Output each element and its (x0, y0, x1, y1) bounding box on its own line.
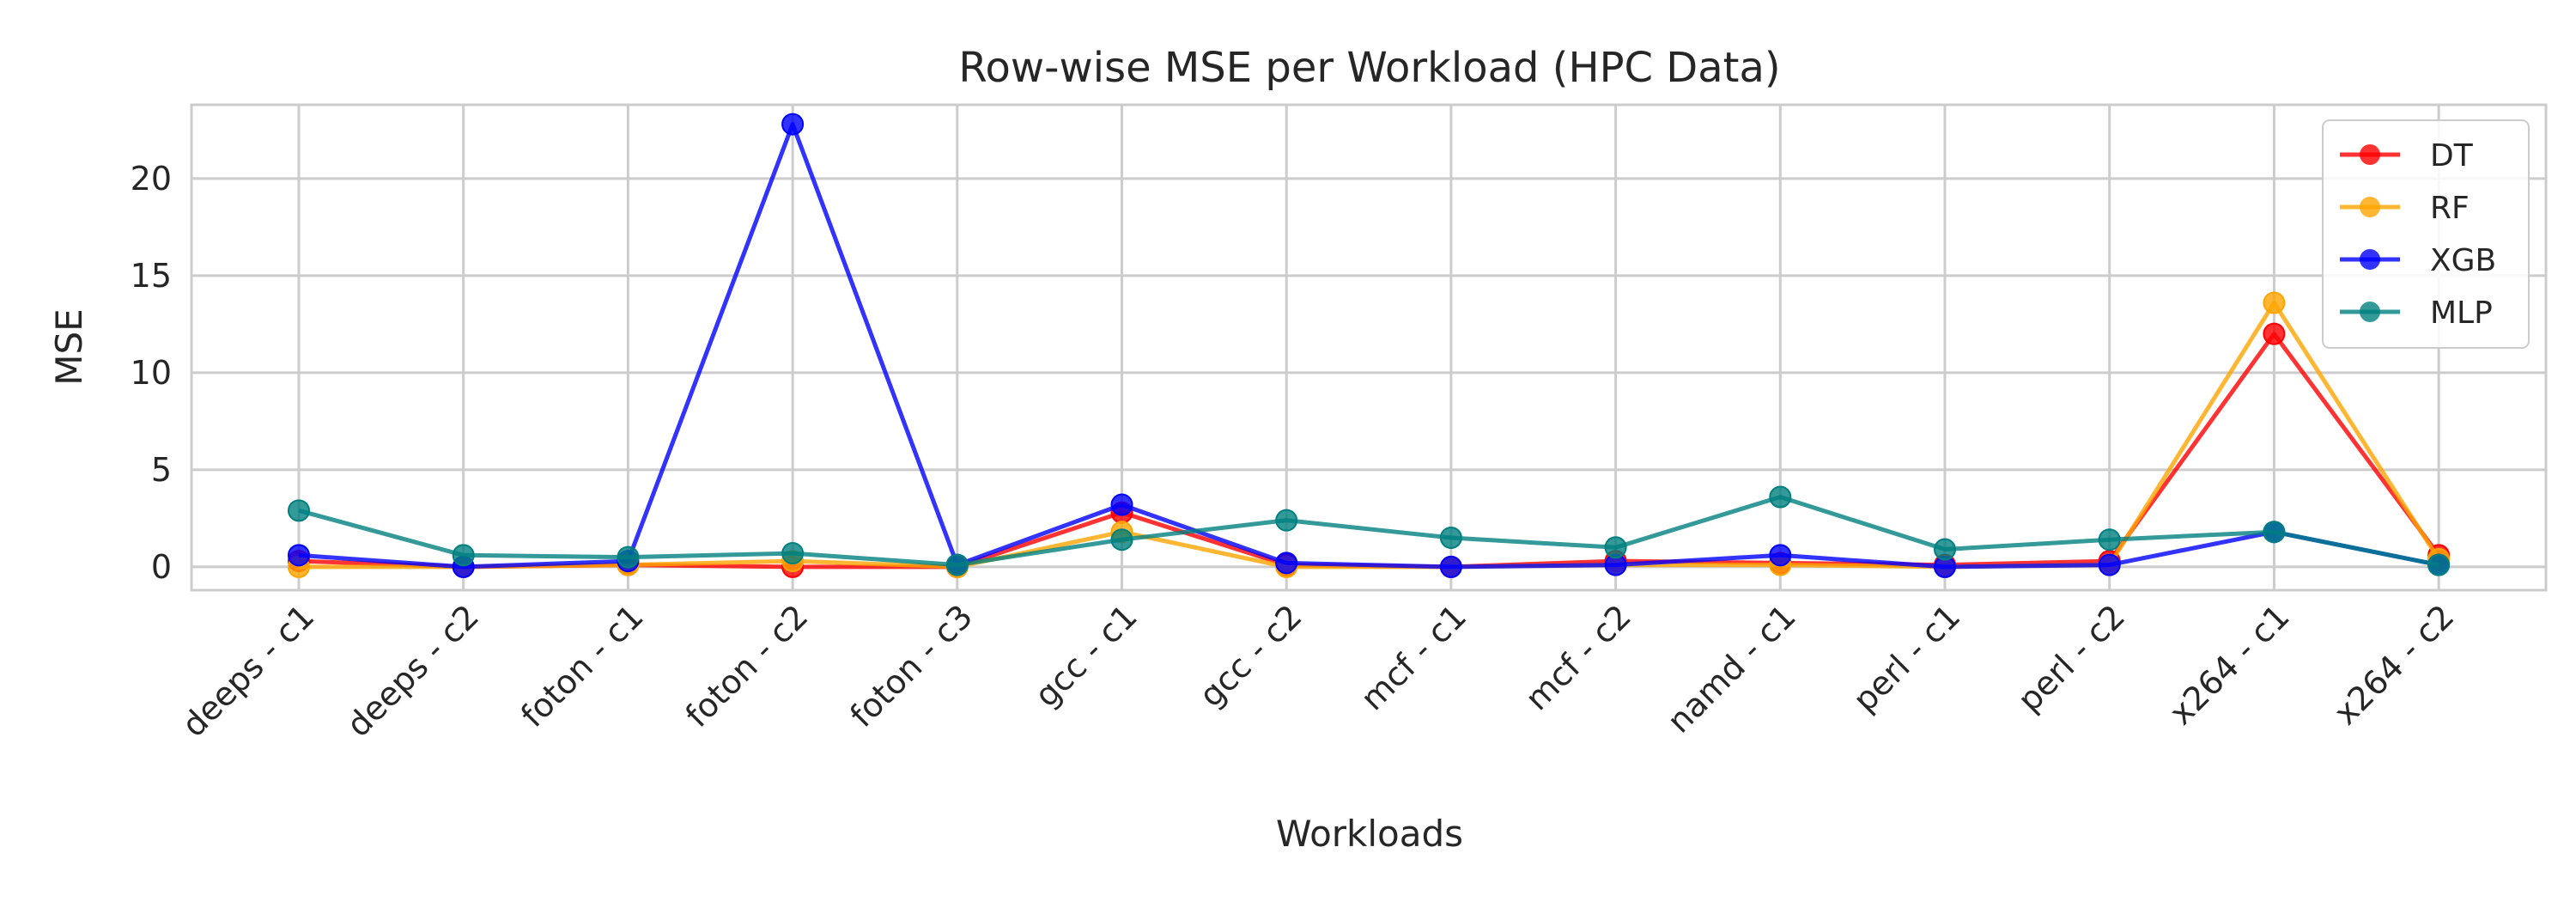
data-point-mlp (781, 542, 805, 565)
legend-swatch-marker (2360, 302, 2380, 322)
data-point-mlp (1110, 528, 1133, 552)
legend-label: XGB (2430, 243, 2496, 278)
plot-area (190, 103, 2548, 592)
data-point-xgb (1110, 493, 1133, 516)
data-point-dt (2263, 322, 2286, 345)
data-point-xgb (781, 113, 805, 136)
data-point-xgb (1275, 552, 1298, 575)
series-mlp (288, 485, 2451, 576)
data-point-mlp (2263, 521, 2286, 544)
legend-item-mlp: MLP (2340, 296, 2493, 331)
y-axis-ticks: 0 5 10 15 20 (131, 160, 172, 586)
chart-title: Row-wise MSE per Workload (HPC Data) (958, 44, 1780, 92)
legend-label: MLP (2430, 296, 2493, 331)
y-tick-label: 0 (151, 548, 172, 586)
y-axis-label: MSE (48, 308, 90, 385)
data-point-mlp (1769, 485, 1792, 509)
data-point-xgb (2098, 553, 2121, 576)
legend-item-rf: RF (2340, 191, 2470, 226)
y-tick-label: 10 (131, 354, 172, 392)
data-point-mlp (617, 545, 640, 569)
legend-label: RF (2430, 191, 2470, 226)
data-point-rf (2263, 291, 2286, 314)
data-point-mlp (1275, 509, 1298, 532)
legend: DT RF XGB MLP (2322, 119, 2530, 349)
data-point-mlp (452, 544, 475, 567)
data-point-mlp (1604, 536, 1627, 559)
legend-swatch-marker (2360, 144, 2380, 165)
legend-box (2322, 119, 2530, 349)
data-point-xgb (1439, 555, 1462, 578)
data-point-mlp (1439, 526, 1462, 549)
data-point-xgb (1769, 544, 1792, 567)
series-line-xgb (298, 122, 2439, 570)
x-axis-label: Workloads (1276, 813, 1463, 855)
data-point-mlp (288, 499, 310, 522)
data-point-mlp (2427, 553, 2451, 576)
legend-label: DT (2430, 138, 2474, 174)
legend-item-dt: DT (2340, 138, 2474, 174)
y-tick-label: 15 (131, 257, 172, 295)
data-point-xgb (288, 544, 310, 567)
legend-item-xgb: XGB (2340, 243, 2496, 278)
y-tick-label: 20 (131, 160, 172, 198)
data-point-mlp (1934, 538, 1956, 561)
legend-swatch-marker (2360, 249, 2380, 270)
data-point-mlp (945, 553, 969, 576)
series-layer (288, 113, 2451, 578)
data-point-mlp (2098, 528, 2121, 552)
legend-swatch-marker (2360, 197, 2380, 217)
series-line-mlp (298, 495, 2439, 568)
y-tick-label: 5 (151, 451, 172, 489)
